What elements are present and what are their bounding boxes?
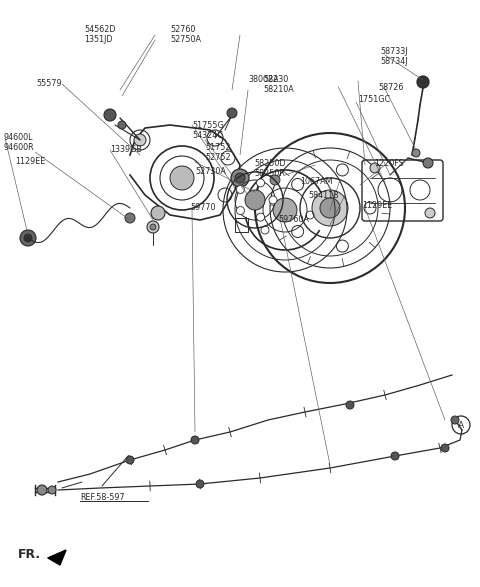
Circle shape <box>273 198 297 222</box>
Text: 1339GB: 1339GB <box>110 146 142 154</box>
Circle shape <box>370 163 380 173</box>
Circle shape <box>147 221 159 233</box>
Circle shape <box>292 225 304 238</box>
Circle shape <box>346 401 354 409</box>
Text: 58411B: 58411B <box>308 191 338 201</box>
Circle shape <box>150 224 156 230</box>
Text: 1129EE: 1129EE <box>362 201 392 210</box>
Text: 58250D: 58250D <box>254 160 286 168</box>
Text: 55579: 55579 <box>36 79 61 87</box>
Text: 54562D: 54562D <box>84 25 116 35</box>
Circle shape <box>191 436 199 444</box>
Circle shape <box>292 178 304 191</box>
Circle shape <box>270 175 280 185</box>
Circle shape <box>20 230 36 246</box>
Text: 51752: 51752 <box>205 143 230 153</box>
Text: 1067AM: 1067AM <box>300 177 333 187</box>
Circle shape <box>118 121 126 129</box>
Text: 1220FS: 1220FS <box>374 160 404 168</box>
Text: 59770: 59770 <box>190 204 216 212</box>
Circle shape <box>151 206 165 220</box>
Circle shape <box>425 208 435 218</box>
Circle shape <box>257 213 264 221</box>
Text: 1129EE: 1129EE <box>15 157 45 167</box>
Circle shape <box>441 444 449 452</box>
Text: REF.58-597: REF.58-597 <box>80 492 125 501</box>
Text: 94600L: 94600L <box>3 133 33 143</box>
Text: 52752: 52752 <box>205 153 230 163</box>
Text: 58230: 58230 <box>263 76 288 85</box>
Text: 51755G: 51755G <box>192 120 224 130</box>
Circle shape <box>391 452 399 460</box>
Text: 59760A: 59760A <box>278 215 309 224</box>
Circle shape <box>423 158 433 168</box>
Text: 58250R: 58250R <box>254 170 285 178</box>
Text: 58733J: 58733J <box>380 48 408 56</box>
Circle shape <box>269 196 277 204</box>
Circle shape <box>48 486 56 494</box>
Circle shape <box>336 164 348 176</box>
Circle shape <box>37 485 47 495</box>
Text: 54324C: 54324C <box>192 130 223 140</box>
Circle shape <box>237 207 244 215</box>
Text: 52730A: 52730A <box>195 167 226 177</box>
Circle shape <box>237 185 244 194</box>
Circle shape <box>235 173 245 183</box>
Polygon shape <box>48 550 66 565</box>
Circle shape <box>227 108 237 118</box>
Circle shape <box>257 179 264 187</box>
Text: 1751GC: 1751GC <box>358 96 390 104</box>
Circle shape <box>196 480 204 488</box>
Circle shape <box>126 456 134 464</box>
Circle shape <box>417 76 429 88</box>
Text: FR.: FR. <box>18 548 41 562</box>
Text: 38002A: 38002A <box>248 76 278 85</box>
Circle shape <box>312 190 348 226</box>
Circle shape <box>336 240 348 252</box>
Circle shape <box>104 109 116 121</box>
Circle shape <box>231 169 249 187</box>
Text: 52750A: 52750A <box>170 35 201 45</box>
Text: 58210A: 58210A <box>263 86 294 95</box>
Circle shape <box>364 202 376 214</box>
Text: 58734J: 58734J <box>380 58 408 66</box>
Circle shape <box>170 166 194 190</box>
Text: 58726: 58726 <box>378 83 403 93</box>
Circle shape <box>451 416 459 424</box>
Circle shape <box>245 190 265 210</box>
Circle shape <box>134 134 146 146</box>
Circle shape <box>412 149 420 157</box>
Text: 94600R: 94600R <box>3 143 34 153</box>
Text: A: A <box>458 420 464 430</box>
Text: 1351JD: 1351JD <box>84 35 112 45</box>
Circle shape <box>125 213 135 223</box>
Text: 52760: 52760 <box>170 25 195 35</box>
Circle shape <box>24 234 32 242</box>
Circle shape <box>320 198 340 218</box>
